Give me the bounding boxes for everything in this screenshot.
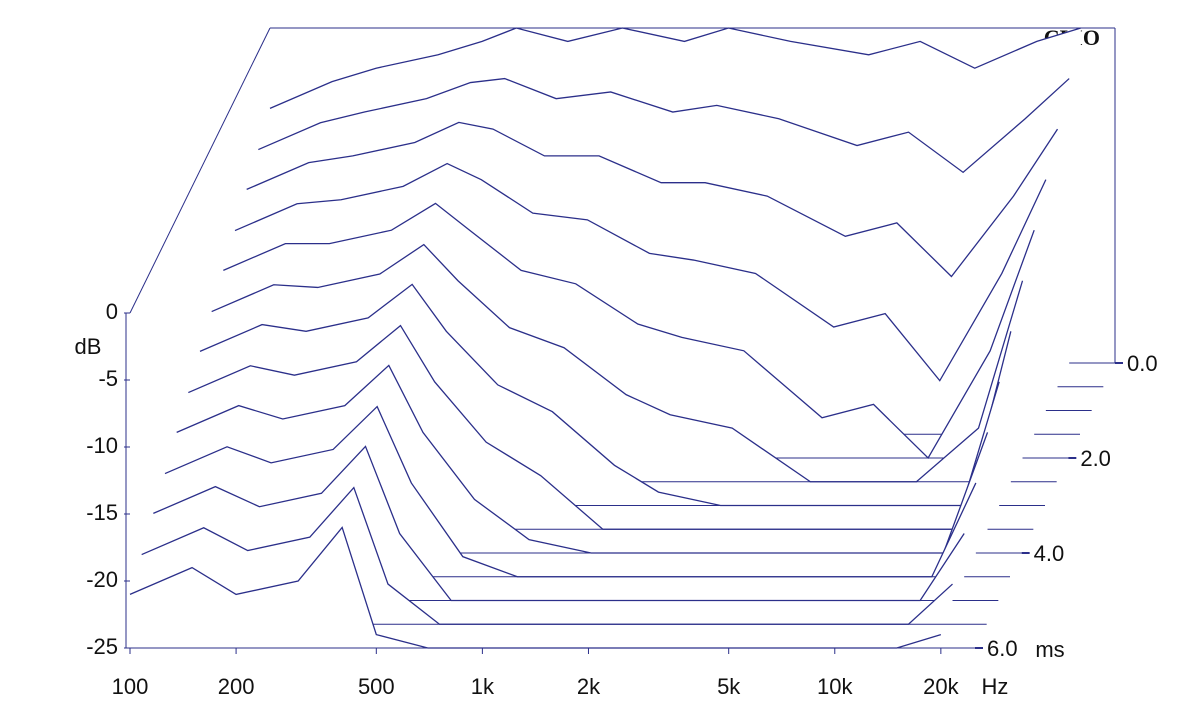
slice-line xyxy=(258,77,1070,174)
y-tick-label: -15 xyxy=(86,500,118,525)
z-tick-label: 2.0 xyxy=(1080,446,1111,471)
z-unit: ms xyxy=(1035,637,1064,662)
z-tick-label: 0.0 xyxy=(1127,351,1158,376)
y-tick-label: -10 xyxy=(86,433,118,458)
slice-line xyxy=(269,27,1082,109)
x-tick-label: 100 xyxy=(112,674,149,699)
slice-line xyxy=(234,162,1047,382)
y-axis-label: dB xyxy=(75,334,102,359)
x-tick-label: 500 xyxy=(358,674,395,699)
z-tick-label: 4.0 xyxy=(1034,541,1065,566)
frame-edge xyxy=(129,27,271,314)
y-tick-label: -20 xyxy=(86,567,118,592)
x-tick-label: 1k xyxy=(471,674,495,699)
y-tick-label: 0 xyxy=(106,299,118,324)
x-tick-label: 20k xyxy=(923,674,959,699)
y-tick-label: -25 xyxy=(86,634,118,659)
x-unit: Hz xyxy=(982,674,1009,699)
x-tick-label: 200 xyxy=(218,674,255,699)
slice-line xyxy=(223,202,1035,460)
slice-fill xyxy=(130,527,941,648)
x-tick-label: 10k xyxy=(817,674,853,699)
x-tick-label: 5k xyxy=(717,674,741,699)
x-tick-label: 2k xyxy=(577,674,601,699)
y-tick-label: -5 xyxy=(98,366,118,391)
slice-line xyxy=(246,121,1059,278)
z-tick-label: 6.0 xyxy=(987,636,1018,661)
